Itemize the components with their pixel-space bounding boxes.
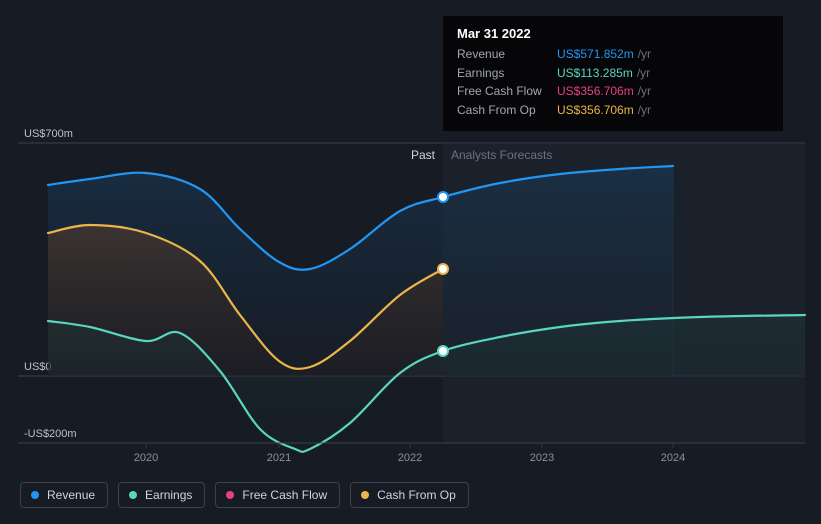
earnings-dot-icon	[129, 491, 137, 499]
tooltip-row-revenue: RevenueUS$571.852m/yr	[457, 45, 769, 64]
tooltip-row-unit: /yr	[638, 82, 651, 101]
legend-item-label: Cash From Op	[377, 488, 456, 502]
tooltip-row-value: US$113.285m	[557, 64, 633, 83]
tooltip-row-cash-from-op: Cash From OpUS$356.706m/yr	[457, 101, 769, 120]
legend-item-label: Free Cash Flow	[242, 488, 327, 502]
earnings-revenue-chart: US$700m US$0 -US$200m 2020 2021 2022 2023 2024 P…	[0, 0, 821, 524]
tooltip-row-unit: /yr	[638, 101, 651, 120]
free-cash-flow-dot-icon	[226, 491, 234, 499]
tooltip-row-value: US$356.706m	[557, 101, 634, 120]
tooltip-row-label: Cash From Op	[457, 101, 557, 120]
tooltip-row-earnings: EarningsUS$113.285m/yr	[457, 64, 769, 83]
svg-text:2023: 2023	[530, 452, 554, 464]
svg-text:2024: 2024	[661, 452, 685, 464]
legend-item-label: Revenue	[47, 488, 95, 502]
tooltip-row-unit: /yr	[637, 64, 650, 83]
tooltip-row-label: Earnings	[457, 64, 557, 83]
tooltip-row-free-cash-flow: Free Cash FlowUS$356.706m/yr	[457, 82, 769, 101]
svg-text:US$700m: US$700m	[24, 128, 73, 140]
legend-item-cash-from-op[interactable]: Cash From Op	[350, 482, 469, 508]
tooltip-row-label: Revenue	[457, 45, 557, 64]
svg-text:Past: Past	[411, 148, 436, 162]
tooltip-row-unit: /yr	[638, 45, 651, 64]
tooltip-row-value: US$571.852m	[557, 45, 634, 64]
legend-item-earnings[interactable]: Earnings	[118, 482, 205, 508]
legend-item-free-cash-flow[interactable]: Free Cash Flow	[215, 482, 340, 508]
tooltip-row-value: US$356.706m	[557, 82, 634, 101]
legend-item-revenue[interactable]: Revenue	[20, 482, 108, 508]
svg-text:US$0: US$0	[24, 361, 52, 373]
cash-from-op-dot-icon	[361, 491, 369, 499]
svg-text:2020: 2020	[134, 452, 158, 464]
svg-text:2021: 2021	[267, 452, 291, 464]
svg-text:2022: 2022	[398, 452, 422, 464]
svg-text:-US$200m: -US$200m	[24, 428, 77, 440]
tooltip-row-label: Free Cash Flow	[457, 82, 557, 101]
revenue-dot-icon	[31, 491, 39, 499]
tooltip-date: Mar 31 2022	[457, 26, 769, 41]
svg-text:Analysts Forecasts: Analysts Forecasts	[451, 148, 552, 162]
chart-legend: Revenue Earnings Free Cash Flow Cash From O…	[20, 482, 469, 508]
chart-tooltip: Mar 31 2022 RevenueUS$571.852m/yrEarning…	[443, 16, 783, 131]
legend-item-label: Earnings	[145, 488, 192, 502]
